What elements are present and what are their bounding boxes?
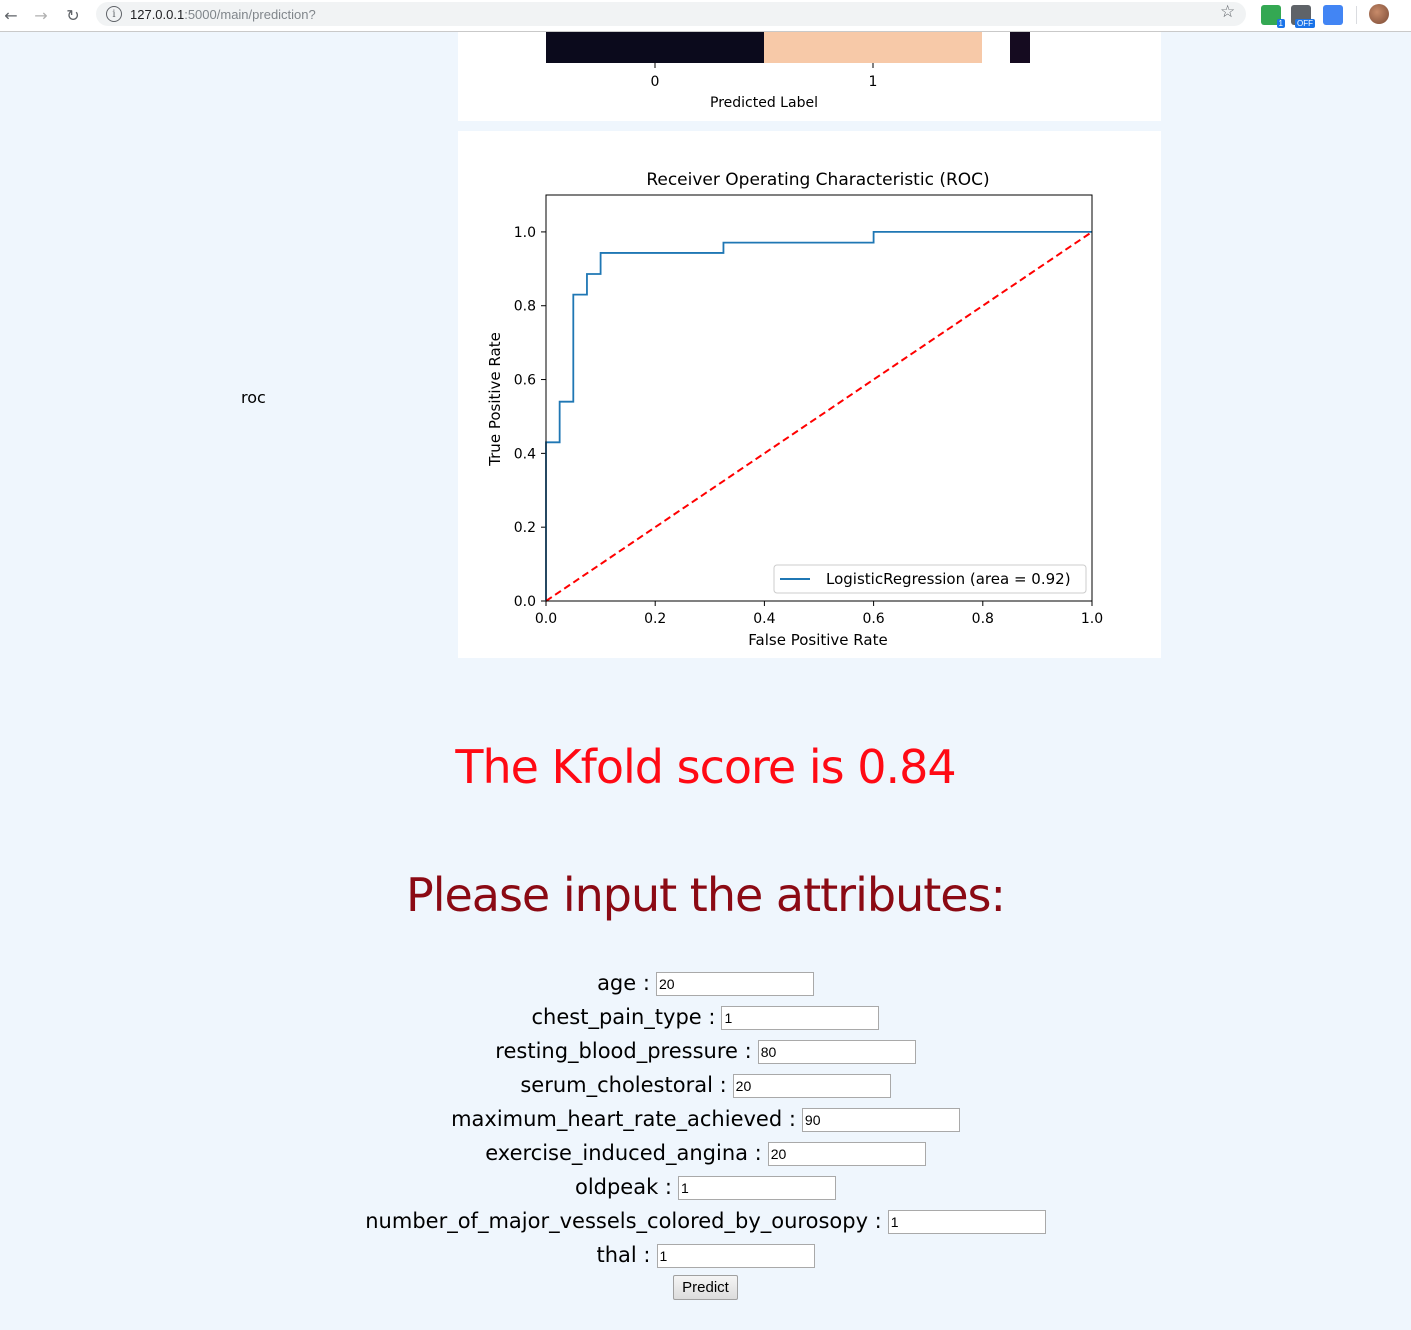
field-label-oldpeak: oldpeak : [574,1175,673,1199]
field-label-serum-cholestoral: serum_cholestoral : [520,1073,727,1097]
cloud-off-badge: OFF [1295,19,1315,28]
y-tick-label: 0.4 [514,446,536,462]
confusion-cell-0 [546,32,764,63]
field-label-thal: thal : [596,1243,651,1267]
form-row-thal: thal : [0,1238,1411,1272]
form-row-oldpeak: oldpeak : [0,1170,1411,1204]
legend-entry: LogisticRegression (area = 0.92) [826,570,1071,588]
major-vessels-input[interactable] [887,1210,1046,1234]
maximum-heart-rate-input[interactable] [801,1108,960,1132]
roc-chart-panel: Receiver Operating Characteristic (ROC) … [458,131,1161,658]
x-tick-label-1: 1 [869,74,878,90]
reload-icon[interactable]: ↻ [66,5,80,25]
confusion-x-axis-label: Predicted Label [710,95,818,111]
plot-frame [545,194,1093,602]
form-row-serum-cholestoral: serum_cholestoral : [0,1068,1411,1102]
confusion-cell-1 [764,32,982,63]
predict-button[interactable]: Predict [673,1275,738,1300]
profile-avatar[interactable] [1369,4,1389,24]
s-badge: 1 [1276,19,1285,28]
colorbar [1010,32,1030,63]
url-text: 127.0.0.1:5000/main/prediction? [130,7,316,22]
attributes-form: age : chest_pain_type : resting_blood_pr… [0,966,1411,1272]
form-row-resting-blood-pressure: resting_blood_pressure : [0,1034,1411,1068]
url-path: :5000/main/prediction? [184,6,316,22]
x-tick-label: 0.0 [535,611,557,627]
legend-box [773,564,1087,594]
field-label-exercise-induced-angina: exercise_induced_angina : [485,1141,762,1165]
form-row-maximum-heart-rate: maximum_heart_rate_achieved : [0,1102,1411,1136]
resting-blood-pressure-input[interactable] [757,1040,916,1064]
back-arrow-icon[interactable]: ← [4,5,18,25]
y-tick-label: 0.6 [514,373,536,389]
forward-arrow-icon[interactable]: → [34,5,48,25]
toolbar-divider [1356,6,1357,24]
bookmark-star-icon[interactable]: ☆ [1220,2,1236,22]
serum-cholestoral-input[interactable] [732,1074,891,1098]
exercise-induced-angina-input[interactable] [767,1142,926,1166]
kfold-score-heading: The Kfold score is 0.84 [455,740,956,794]
cloud-off-icon[interactable]: OFF [1291,5,1315,28]
info-icon[interactable]: i [106,6,122,22]
form-row-age: age : [0,966,1411,1000]
y-axis-label: True Positive Rate [486,332,504,467]
x-tick-label: 0.4 [753,611,775,627]
roc-curve-line [545,231,1092,601]
y-tick-label: 0.2 [514,520,536,536]
roc-section-label: roc [241,388,266,407]
x-tick-label: 1.0 [1081,611,1103,627]
chart-title: Receiver Operating Characteristic (ROC) [646,170,989,190]
x-tick-label-0: 0 [651,74,660,90]
y-tick-label: 0.8 [514,299,536,315]
thal-input[interactable] [656,1244,815,1268]
y-tick-label: 1.0 [514,225,536,241]
form-row-exercise-induced-angina: exercise_induced_angina : [0,1136,1411,1170]
confusion-matrix-panel: 0 1 Predicted Label [458,32,1161,121]
field-label-chest-pain-type: chest_pain_type : [531,1005,716,1029]
x-tick-label: 0.8 [972,611,994,627]
confusion-matrix-svg: 0 1 Predicted Label [546,32,1030,111]
age-input[interactable] [655,972,814,996]
chest-pain-type-input[interactable] [721,1006,880,1030]
form-row-major-vessels: number_of_major_vessels_colored_by_ouros… [0,1204,1411,1238]
field-label-major-vessels: number_of_major_vessels_colored_by_ouros… [365,1209,882,1233]
predict-wrapper: Predict [0,1275,1411,1300]
oldpeak-input[interactable] [678,1176,837,1200]
s-icon[interactable]: 1 [1261,5,1285,28]
legend: LogisticRegression (area = 0.92) [773,564,1087,594]
browser-toolbar: ← → ↻ i 127.0.0.1:5000/main/prediction? … [0,0,1411,32]
x-axis-label: False Positive Rate [748,631,887,649]
chance-diagonal-line [545,231,1093,602]
x-tick-label: 0.6 [862,611,884,627]
roc-chart: Receiver Operating Characteristic (ROC) … [486,170,1103,649]
field-label-resting-blood-pressure: resting_blood_pressure : [495,1039,752,1063]
x-tick-label: 0.2 [644,611,666,627]
field-label-maximum-heart-rate: maximum_heart_rate_achieved : [451,1107,796,1131]
field-label-age: age : [597,971,650,995]
form-title: Please input the attributes: [405,868,1006,922]
form-row-chest-pain-type: chest_pain_type : [0,1000,1411,1034]
translate-icon[interactable] [1323,5,1343,25]
address-bar[interactable]: i 127.0.0.1:5000/main/prediction? [96,2,1246,26]
url-host: 127.0.0.1 [130,6,185,22]
y-tick-label: 0.0 [514,594,536,610]
